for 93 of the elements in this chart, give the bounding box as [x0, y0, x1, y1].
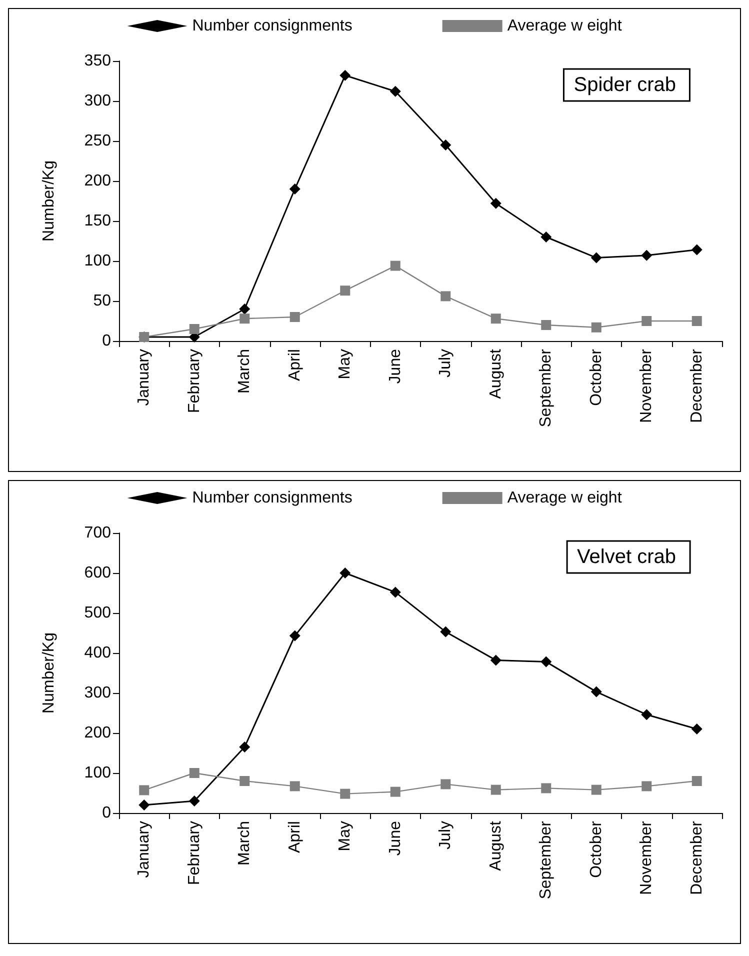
text: Spider crab	[574, 74, 676, 96]
point	[139, 785, 150, 796]
point	[590, 686, 602, 698]
y-tick-label: 100	[84, 764, 112, 782]
x-tick-label: August	[487, 348, 504, 399]
point	[691, 244, 702, 256]
y-tick-label: 50	[93, 292, 112, 310]
point	[340, 788, 350, 799]
point	[641, 709, 652, 720]
point	[340, 70, 351, 81]
point	[691, 724, 702, 734]
y-tick-label: 200	[84, 724, 112, 742]
legend-label: Average w eight	[507, 18, 622, 34]
point	[440, 779, 451, 790]
y-tick-label: 350	[84, 52, 112, 70]
point	[692, 316, 702, 326]
point	[642, 781, 652, 792]
point	[541, 320, 552, 330]
y-tick-label: 100	[84, 252, 112, 270]
x-tick-label: June	[386, 348, 404, 384]
point	[390, 86, 401, 97]
point	[340, 568, 351, 578]
x-tick-label: July	[437, 349, 454, 378]
y-tick-label: 500	[84, 604, 112, 622]
y-tick-label: 250	[84, 132, 112, 150]
x-tick-label: March	[236, 821, 254, 866]
legend-label: Number consignments	[192, 490, 352, 506]
point	[490, 654, 502, 666]
x-tick-label: September	[538, 348, 555, 428]
y-tick-label: 150	[84, 212, 112, 230]
x-tick-label: December	[688, 348, 706, 423]
y-tick-label: 700	[84, 524, 112, 542]
x-tick-label: April	[286, 821, 304, 854]
point	[540, 232, 552, 242]
x-tick-label: April	[286, 349, 304, 382]
point	[189, 768, 200, 778]
point	[239, 742, 250, 752]
y-tick-label: 0	[102, 804, 112, 822]
y-axis-title: Number/Kg	[40, 632, 58, 714]
y-tick-label: 400	[84, 644, 112, 662]
x-tick-label: May	[336, 349, 354, 380]
point	[642, 316, 652, 326]
point	[390, 260, 400, 271]
y-tick-label: 0	[102, 332, 112, 350]
x-tick-label: March	[236, 349, 254, 394]
point	[240, 314, 250, 324]
x-tick-label: October	[588, 348, 605, 406]
point	[490, 784, 501, 795]
x-tick-label: December	[688, 820, 706, 895]
x-tick-label: June	[386, 820, 404, 856]
y-tick-label: 200	[84, 172, 112, 190]
point	[239, 304, 250, 314]
point	[490, 198, 502, 209]
legend-label: Average w eight	[507, 490, 622, 506]
point	[641, 250, 652, 261]
x-tick-label: August	[487, 820, 504, 871]
x-tick-label: September	[538, 820, 555, 900]
legend-label: Number consignments	[192, 18, 352, 34]
point	[591, 784, 602, 795]
x-tick-label: November	[638, 348, 656, 423]
x-tick-label: February	[186, 821, 203, 886]
point	[188, 796, 200, 806]
point	[340, 286, 350, 296]
point	[189, 324, 200, 334]
point	[540, 656, 552, 668]
x-tick-label: July	[437, 821, 454, 850]
x-tick-label: May	[336, 821, 354, 852]
point	[240, 776, 250, 786]
y-tick-label: 600	[84, 564, 112, 582]
point	[590, 252, 602, 264]
text: Velvet crab	[577, 546, 676, 568]
point	[541, 783, 552, 794]
point	[440, 291, 451, 302]
y-tick-label: 300	[84, 92, 112, 110]
y-axis-title: Number/Kg	[40, 160, 58, 242]
point	[390, 786, 400, 797]
point	[440, 140, 452, 150]
x-tick-label: October	[588, 820, 605, 878]
x-tick-label: February	[186, 349, 203, 414]
point	[289, 630, 300, 642]
point	[692, 776, 702, 786]
x-tick-label: January	[136, 349, 153, 406]
point	[390, 586, 401, 598]
x-tick-label: January	[136, 821, 153, 878]
point	[591, 322, 602, 332]
point	[138, 800, 150, 810]
point	[290, 312, 300, 322]
x-tick-label: November	[638, 820, 656, 895]
point	[290, 781, 300, 792]
point	[440, 626, 452, 638]
y-tick-label: 300	[84, 684, 112, 702]
point	[289, 184, 300, 194]
point	[490, 314, 501, 324]
